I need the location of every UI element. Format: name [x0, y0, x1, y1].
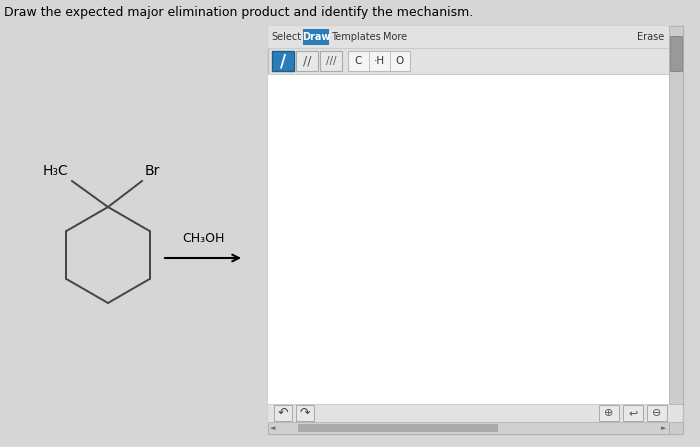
Text: ↶: ↶ — [278, 406, 288, 419]
Text: ↷: ↷ — [300, 406, 310, 419]
Text: Select: Select — [271, 32, 301, 42]
Text: H₃C: H₃C — [42, 164, 68, 178]
Bar — [268, 422, 669, 434]
Text: //: // — [302, 55, 312, 67]
Bar — [272, 51, 294, 71]
Bar — [599, 405, 619, 421]
Bar — [647, 405, 667, 421]
Bar — [320, 51, 342, 71]
Bar — [268, 404, 669, 434]
Text: Erase: Erase — [638, 32, 664, 42]
Text: Br: Br — [145, 164, 160, 178]
Text: More: More — [383, 32, 407, 42]
Bar — [268, 26, 669, 48]
Text: ·H: ·H — [373, 56, 384, 66]
Bar — [298, 424, 498, 432]
Text: ///: /// — [326, 56, 336, 66]
Text: ⊖: ⊖ — [652, 408, 662, 418]
Text: Draw the expected major elimination product and identify the mechanism.: Draw the expected major elimination prod… — [4, 6, 473, 19]
Bar — [268, 26, 683, 434]
Bar — [296, 405, 314, 421]
Bar — [274, 405, 292, 421]
Text: CH₃OH: CH₃OH — [182, 232, 224, 245]
Text: Templates: Templates — [331, 32, 381, 42]
Bar — [303, 29, 329, 45]
Text: /: / — [280, 52, 286, 70]
Text: ◄: ◄ — [270, 425, 276, 431]
Bar — [669, 422, 683, 434]
Text: O: O — [396, 56, 404, 66]
Bar — [623, 405, 643, 421]
Text: Draw: Draw — [302, 32, 330, 42]
Text: ⊕: ⊕ — [604, 408, 614, 418]
Bar — [348, 51, 410, 71]
Bar — [296, 51, 318, 71]
Text: C: C — [354, 56, 362, 66]
Bar — [268, 74, 669, 404]
Bar — [670, 36, 682, 71]
Text: ►: ► — [662, 425, 666, 431]
Bar — [669, 26, 683, 404]
Text: ↩: ↩ — [629, 408, 638, 418]
